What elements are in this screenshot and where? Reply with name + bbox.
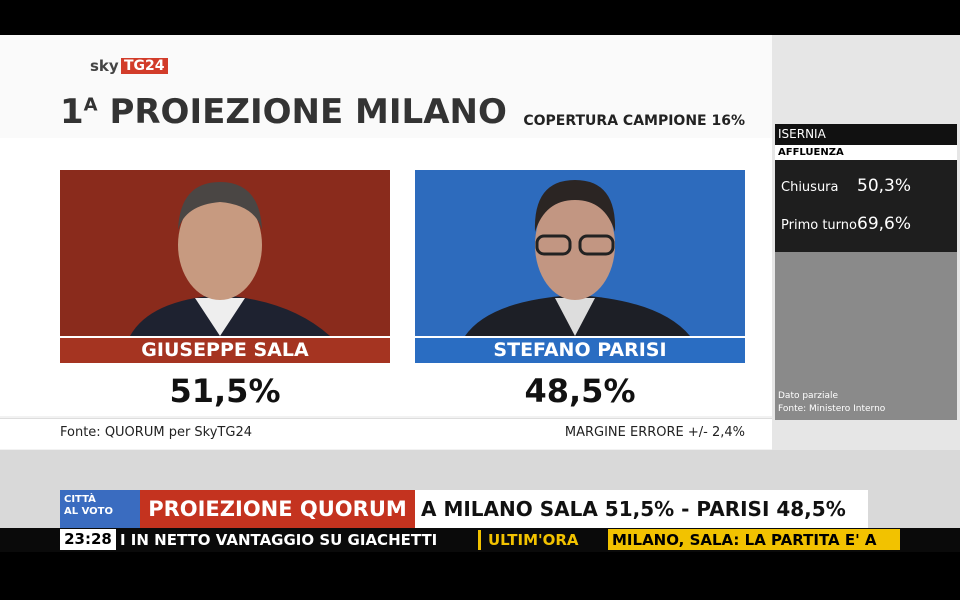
- source: Fonte: QUORUM per SkyTG24: [60, 425, 252, 440]
- logo-sky: sky: [90, 57, 119, 75]
- logo-tg: TG24: [121, 58, 168, 74]
- ticker-tag: PROIEZIONE QUORUM: [140, 490, 415, 528]
- badge: CITTÀ AL VOTO: [60, 490, 140, 528]
- badge-line: AL VOTO: [64, 506, 113, 517]
- candidate-value: 48,5%: [524, 372, 636, 410]
- side-note: Dato parziale: [778, 391, 839, 401]
- side-label: Primo turno: [781, 218, 857, 233]
- title-text: PROIEZIONE MILANO: [109, 92, 507, 132]
- side-value: 69,6%: [857, 214, 912, 234]
- header-band: [0, 35, 772, 138]
- side-rows-bg: [775, 160, 957, 252]
- crawl-text: ULTIM'ORA: [488, 531, 579, 549]
- ticker-headline: A MILANO SALA 51,5% - PARISI 48,5%: [415, 490, 868, 528]
- footer-band: [0, 418, 772, 449]
- side-city: ISERNIA: [775, 124, 957, 145]
- coverage: COPERTURA CAMPIONE 16%: [523, 113, 745, 129]
- crawl-separator: [478, 530, 481, 550]
- candidate-name: STEFANO PARISI: [415, 338, 745, 363]
- ticker-time: 23:28: [60, 529, 116, 550]
- crawl-text: I IN NETTO VANTAGGIO SU GIACHETTI: [120, 531, 438, 549]
- side-value: 50,3%: [857, 176, 912, 196]
- crawl-text: MILANO, SALA: LA PARTITA E' A: [608, 529, 900, 550]
- title-sup: A: [83, 94, 98, 116]
- side-note: Fonte: Ministero Interno: [778, 404, 886, 414]
- side-label: Chiusura: [781, 180, 839, 195]
- margin: MARGINE ERRORE +/- 2,4%: [564, 425, 745, 440]
- photo: [60, 170, 390, 336]
- title-number: 1: [60, 92, 84, 132]
- side-lower-bg: [775, 252, 957, 420]
- badge-line: CITTÀ: [64, 494, 96, 505]
- candidate-name: GIUSEPPE SALA: [60, 338, 390, 363]
- title: 1A PROIEZIONE MILANO: [60, 92, 507, 132]
- side-section: AFFLUENZA: [775, 145, 957, 160]
- photo: [415, 170, 745, 336]
- candidate-value: 51,5%: [169, 372, 281, 410]
